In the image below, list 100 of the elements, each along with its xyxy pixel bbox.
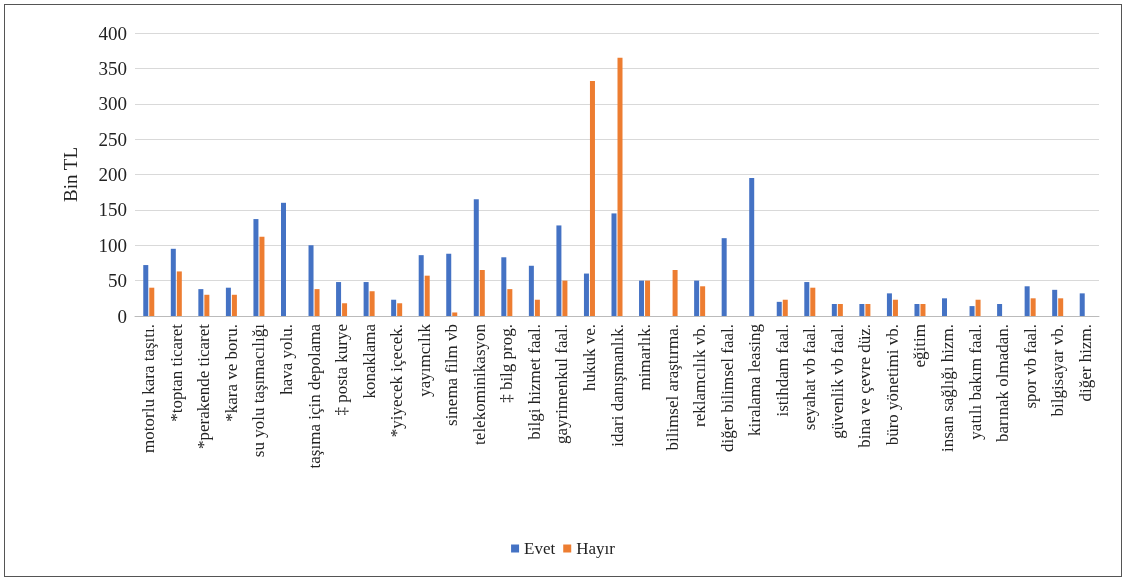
- y-tick-label: 150: [98, 199, 127, 221]
- bar: [562, 280, 568, 316]
- x-tick-label: barınak olmadan.: [993, 324, 1013, 443]
- bar: [859, 303, 865, 316]
- bar: [694, 280, 700, 316]
- x-tick-label: motorlu kara taşıtı.: [139, 324, 159, 453]
- x-tick-label: *toptan ticaret: [166, 323, 186, 422]
- bar: [149, 287, 155, 316]
- bar: [831, 303, 837, 316]
- bar: [424, 275, 430, 316]
- y-tick-label: 250: [98, 128, 127, 150]
- bar: [308, 245, 314, 316]
- x-tick-label: sinema film vb: [442, 324, 462, 426]
- bar: [204, 294, 210, 316]
- y-tick-label: 0: [117, 305, 127, 327]
- bar: [418, 255, 424, 316]
- bar: [198, 289, 204, 316]
- bar: [837, 303, 843, 316]
- legend-label: Hayır: [576, 539, 616, 558]
- bar: [776, 301, 782, 316]
- x-tick-label: güvenlik vb faal.: [827, 324, 847, 439]
- bar: [1052, 289, 1058, 316]
- bar: [749, 178, 755, 316]
- bar: [969, 306, 975, 316]
- bar: [534, 299, 540, 316]
- x-tick-label: seyahat vb faal.: [800, 324, 820, 431]
- x-tick-label: telekominikasyon: [469, 323, 489, 445]
- bar: [672, 270, 678, 316]
- x-tick-label: gayrimenkul faal.: [552, 324, 572, 444]
- bar: [363, 282, 369, 316]
- x-tick-label: mimarlık.: [635, 324, 655, 391]
- bar: [1024, 286, 1030, 316]
- bar: [473, 199, 479, 316]
- y-axis-title: Bin TL: [60, 146, 81, 203]
- x-tick-label: büro yönetimi vb.: [882, 324, 902, 446]
- x-tick-label: diğer bilimsel faal.: [717, 324, 737, 452]
- x-tick-label: hava yolu.: [276, 324, 296, 395]
- x-tick-label: ‡ posta kurye: [332, 324, 352, 416]
- bar: [617, 57, 623, 316]
- x-tick-label: insan sağlığı hizm.: [938, 324, 958, 452]
- bar: [721, 238, 727, 316]
- bar: [589, 81, 595, 316]
- bar: [391, 299, 397, 316]
- bar: [143, 265, 149, 316]
- x-tick-label: su yolu taşımacılığı: [249, 323, 269, 458]
- x-tick-label: istihdam faal.: [772, 324, 792, 417]
- bar: [914, 303, 920, 316]
- bar: [225, 287, 231, 316]
- x-tick-label: diğer hizm.: [1075, 324, 1095, 402]
- bar: [942, 298, 948, 316]
- y-tick-label: 200: [98, 164, 127, 185]
- bar: [865, 303, 871, 316]
- x-tick-label: bina ve çevre düz.: [855, 324, 875, 448]
- bar: [645, 280, 651, 316]
- bar: [501, 257, 507, 316]
- bar: [231, 294, 237, 316]
- x-tick-label: ‡ bilg prog.: [497, 324, 517, 403]
- y-tick-label: 350: [98, 57, 127, 79]
- bar: [314, 289, 320, 316]
- x-tick-label: yayımcılık: [414, 323, 434, 397]
- bar: [259, 236, 265, 316]
- bar: [700, 286, 706, 316]
- x-tick-label: spor vb faal.: [1020, 324, 1040, 409]
- bar: [397, 303, 403, 316]
- bar: [1030, 298, 1036, 316]
- bar: [446, 253, 452, 316]
- bar: [892, 299, 898, 316]
- x-tick-label: bilgi hizmet faal.: [524, 324, 544, 440]
- bar: [452, 312, 458, 316]
- x-tick-label: konaklama: [359, 323, 379, 399]
- legend-label: Evet: [524, 539, 556, 558]
- bar: [975, 299, 981, 316]
- bar: [528, 265, 534, 316]
- x-tick-label: *kara ve boru.: [221, 324, 241, 422]
- x-tick-label: *yiyecek içecek.: [387, 324, 407, 438]
- bar: [782, 299, 788, 316]
- bar: [1079, 293, 1085, 316]
- bar: [810, 287, 816, 316]
- y-tick-label: 300: [98, 93, 127, 115]
- bar: [886, 293, 892, 316]
- y-tick-label: 100: [98, 234, 127, 256]
- bar: [611, 213, 617, 316]
- bar: [369, 291, 375, 316]
- x-tick-label: hukuk ve.: [579, 324, 599, 392]
- x-tick-label: bilimsel araştırma.: [662, 324, 682, 451]
- bar: [342, 303, 348, 316]
- x-tick-label: kiralama leasing: [745, 323, 765, 436]
- bar: [556, 225, 562, 316]
- x-tick-label: reklamcılık vb.: [690, 324, 710, 427]
- bar: [583, 273, 589, 316]
- bar: [479, 270, 485, 316]
- bar: [1058, 298, 1064, 316]
- y-tick-label: 400: [98, 22, 127, 44]
- bar: [253, 219, 259, 316]
- bar: [804, 282, 810, 316]
- x-tick-label: taşıma için depolama: [304, 323, 324, 469]
- x-tick-label: idari danışmanlık.: [607, 324, 627, 447]
- bar: [170, 248, 176, 316]
- bar: [280, 202, 286, 316]
- x-tick-label: bilgisayar vb.: [1048, 324, 1068, 417]
